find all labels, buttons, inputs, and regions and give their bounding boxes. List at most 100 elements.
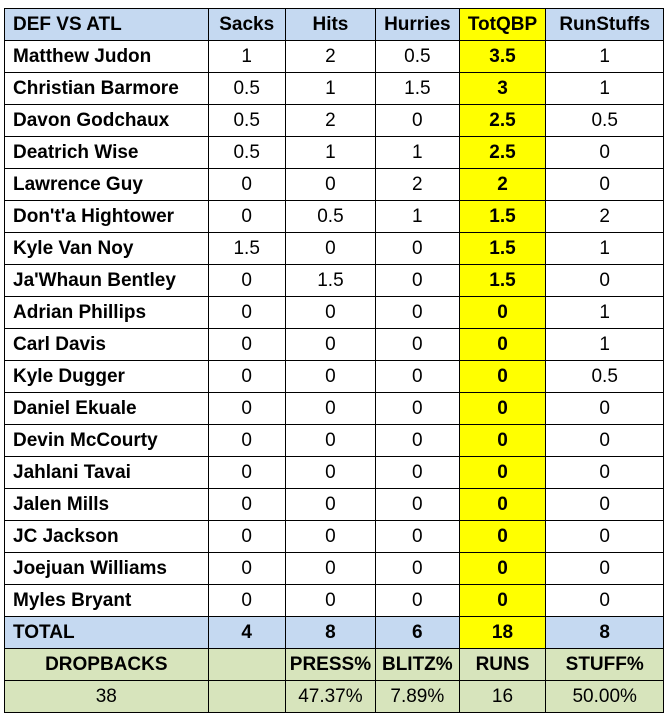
value-cell: 0 (545, 552, 664, 585)
value-cell: 0 (284, 456, 377, 489)
value-cell: 0 (207, 168, 286, 201)
value-cell: 1 (375, 136, 460, 169)
value-cell: 0 (458, 360, 547, 393)
value-cell: 0 (375, 520, 460, 553)
player-row: Deatrich Wise 0.5 1 1 2.5 0 (4, 136, 664, 169)
label-cell: Davon Godchaux (4, 104, 209, 137)
value-cell: 18 (458, 616, 547, 649)
player-row: Daniel Ekuale 0 0 0 0 0 (4, 392, 664, 425)
value-cell: PRESS% (284, 648, 377, 681)
value-cell: Hurries (375, 8, 460, 41)
value-cell: 0 (545, 456, 664, 489)
value-cell: 16 (458, 680, 547, 713)
label-cell: Christian Barmore (4, 72, 209, 105)
stats-table: DEF VS ATL Sacks Hits Hurries TotQBP RunStuff… (4, 8, 664, 713)
label-cell: Lawrence Guy (4, 168, 209, 201)
value-cell: 8 (545, 616, 664, 649)
header-row: DEF VS ATL Sacks Hits Hurries TotQBP RunStuff… (4, 8, 664, 41)
label-cell: Adrian Phillips (4, 296, 209, 329)
value-cell: 0 (375, 392, 460, 425)
value-cell: 0 (375, 424, 460, 457)
value-cell: Sacks (207, 8, 286, 41)
value-cell: 0 (284, 488, 377, 521)
value-cell: 2 (545, 200, 664, 233)
value-cell: 0 (545, 392, 664, 425)
value-cell (207, 680, 286, 713)
value-cell: 1.5 (458, 264, 547, 297)
value-cell: 0 (207, 328, 286, 361)
player-row: Jahlani Tavai 0 0 0 0 0 (4, 456, 664, 489)
value-cell: 0.5 (545, 360, 664, 393)
value-cell: 0 (375, 488, 460, 521)
value-cell: 2 (375, 168, 460, 201)
label-cell: Matthew Judon (4, 40, 209, 73)
value-cell: 0.5 (207, 104, 286, 137)
player-row: Adrian Phillips 0 0 0 0 1 (4, 296, 664, 329)
value-cell: 0 (284, 424, 377, 457)
value-cell: 0 (375, 584, 460, 617)
value-cell: 0 (375, 232, 460, 265)
value-cell: 7.89% (375, 680, 460, 713)
footer-header-row: DROPBACKS PRESS% BLITZ% RUNS STUFF% (4, 648, 664, 681)
value-cell: 0 (545, 488, 664, 521)
value-cell: 0 (284, 168, 377, 201)
value-cell: 0 (458, 328, 547, 361)
label-cell: Jalen Mills (4, 488, 209, 521)
value-cell: 0 (545, 264, 664, 297)
label-cell: 38 (4, 680, 209, 713)
value-cell: 0 (458, 488, 547, 521)
value-cell: 1.5 (207, 232, 286, 265)
value-cell: 0 (545, 136, 664, 169)
label-cell: Devin McCourty (4, 424, 209, 457)
player-row: Lawrence Guy 0 0 2 2 0 (4, 168, 664, 201)
value-cell: 2.5 (458, 104, 547, 137)
value-cell: 0 (458, 392, 547, 425)
value-cell: 1 (545, 232, 664, 265)
value-cell: RUNS (458, 648, 547, 681)
label-cell: Jahlani Tavai (4, 456, 209, 489)
player-row: Carl Davis 0 0 0 0 1 (4, 328, 664, 361)
value-cell: 0 (458, 584, 547, 617)
value-cell: 1.5 (458, 200, 547, 233)
value-cell: 0 (207, 200, 286, 233)
value-cell: TotQBP (458, 8, 547, 41)
value-cell: 0 (545, 424, 664, 457)
value-cell: 0 (284, 584, 377, 617)
value-cell: 1.5 (284, 264, 377, 297)
value-cell: 0.5 (284, 200, 377, 233)
value-cell: 47.37% (284, 680, 377, 713)
label-cell: Kyle Van Noy (4, 232, 209, 265)
value-cell: 0.5 (545, 104, 664, 137)
value-cell: 8 (284, 616, 377, 649)
value-cell: 0 (207, 552, 286, 585)
value-cell: 0 (284, 360, 377, 393)
player-row: Myles Bryant 0 0 0 0 0 (4, 584, 664, 617)
value-cell: 2 (284, 40, 377, 73)
player-row: Matthew Judon 1 2 0.5 3.5 1 (4, 40, 664, 73)
player-row: JC Jackson 0 0 0 0 0 (4, 520, 664, 553)
label-cell: Don't'a Hightower (4, 200, 209, 233)
player-row: Devin McCourty 0 0 0 0 0 (4, 424, 664, 457)
value-cell: 0 (207, 584, 286, 617)
value-cell: 0 (207, 456, 286, 489)
value-cell: 1 (545, 40, 664, 73)
value-cell (207, 648, 286, 681)
value-cell: 0 (458, 424, 547, 457)
value-cell: 0 (207, 488, 286, 521)
value-cell: 0 (375, 296, 460, 329)
value-cell: 0 (375, 456, 460, 489)
value-cell: 3.5 (458, 40, 547, 73)
player-row: Ja'Whaun Bentley 0 1.5 0 1.5 0 (4, 264, 664, 297)
value-cell: 0 (545, 520, 664, 553)
value-cell: 0 (284, 520, 377, 553)
value-cell: 1 (545, 296, 664, 329)
label-cell: Ja'Whaun Bentley (4, 264, 209, 297)
value-cell: 50.00% (545, 680, 664, 713)
value-cell: 0 (545, 168, 664, 201)
value-cell: 1 (545, 328, 664, 361)
value-cell: 1.5 (375, 72, 460, 105)
label-cell: DROPBACKS (4, 648, 209, 681)
value-cell: 2 (458, 168, 547, 201)
value-cell: 0 (207, 520, 286, 553)
